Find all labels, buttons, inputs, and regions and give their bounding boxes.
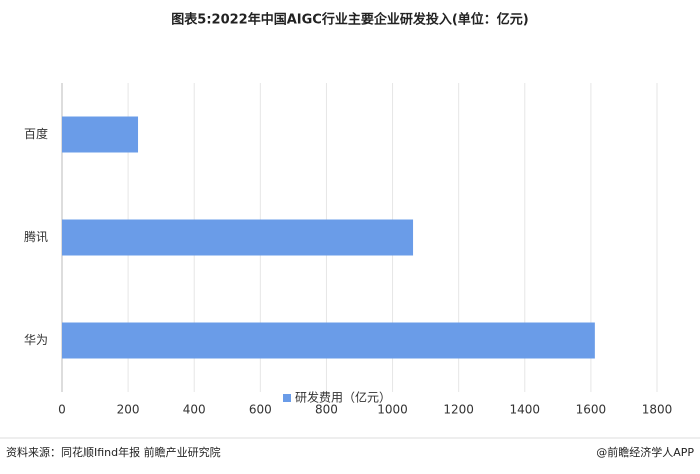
credit: @前瞻经济学人APP: [596, 445, 694, 459]
x-tick-label: 800: [315, 403, 338, 417]
chart-title: 图表5:2022年中国AIGC行业主要企业研发投入(单位：亿元): [171, 12, 528, 28]
x-tick-label: 0: [58, 403, 66, 417]
legend-label: 研发费用（亿元）: [295, 390, 391, 405]
x-tick-label: 200: [117, 403, 140, 417]
x-tick-label: 1400: [510, 403, 541, 417]
bar: [62, 322, 595, 359]
x-tick-label: 400: [183, 403, 206, 417]
x-tick-label: 1800: [642, 403, 673, 417]
y-tick-label: 腾讯: [24, 229, 48, 244]
x-tick-label: 1000: [377, 403, 408, 417]
x-tick-label: 1200: [443, 403, 474, 417]
x-tick-label: 600: [249, 403, 272, 417]
bar: [62, 116, 139, 153]
y-tick-label: 百度: [24, 126, 48, 141]
legend-swatch: [283, 394, 291, 402]
bar: [62, 219, 414, 256]
source: 资料来源：同花顺Ifind年报 前瞻产业研究院: [6, 445, 221, 459]
x-tick-label: 1600: [576, 403, 607, 417]
y-tick-label: 华为: [24, 333, 48, 347]
